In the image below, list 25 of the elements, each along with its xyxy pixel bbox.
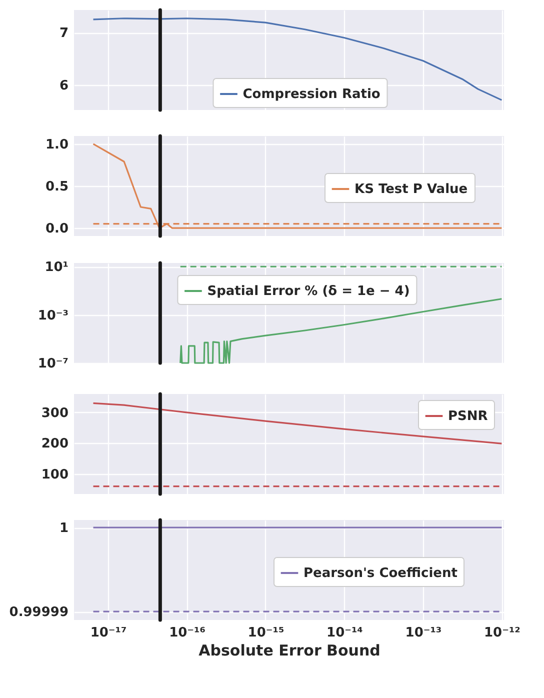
y-tick-label: 0.0 <box>45 222 68 237</box>
y-tick-label: 300 <box>41 406 68 421</box>
legend-label: Spatial Error % (δ = 1e − 4) <box>207 284 410 299</box>
y-tick-label: 200 <box>41 436 68 452</box>
x-tick-label: 10⁻¹⁶ <box>169 626 206 640</box>
y-tick-label: 10⁻⁷ <box>38 356 68 372</box>
legend-label: KS Test P Value <box>354 182 468 197</box>
x-tick-label: 10⁻¹² <box>484 626 520 640</box>
x-tick-label: 10⁻¹³ <box>405 626 442 640</box>
y-tick-label: 100 <box>41 468 68 482</box>
y-tick-label: 10⁻³ <box>38 308 68 324</box>
x-tick-label: 10⁻¹⁵ <box>248 626 284 640</box>
y-tick-label: 7 <box>59 26 68 42</box>
legend-label: Compression Ratio <box>242 87 380 102</box>
x-axis-title: Absolute Error Bound <box>198 642 380 660</box>
x-tick-label: 10⁻¹⁷ <box>90 626 127 640</box>
x-tick-label: 10⁻¹⁴ <box>326 626 364 640</box>
y-tick-label: 0.99999 <box>9 605 68 620</box>
y-tick-label: 6 <box>59 78 68 94</box>
legend-label: Pearson's Coefficient <box>304 566 458 581</box>
y-tick-label: 1 <box>59 521 68 536</box>
y-tick-label: 1.0 <box>45 137 68 152</box>
y-tick-label: 0.5 <box>45 180 68 194</box>
legend-label: PSNR <box>448 409 488 424</box>
y-tick-label: 10¹ <box>44 260 68 276</box>
